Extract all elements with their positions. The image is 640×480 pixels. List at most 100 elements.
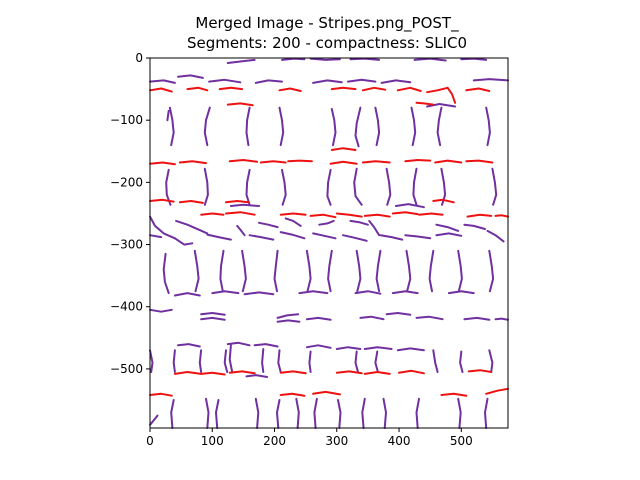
- boundary-line-purple: [460, 57, 488, 61]
- boundary-line-purple: [491, 167, 498, 206]
- boundary-line-purple: [327, 249, 333, 293]
- boundary-line-purple: [432, 349, 439, 373]
- boundary-line-purple: [354, 350, 359, 373]
- boundary-line-purple: [349, 219, 369, 226]
- boundary-line-purple: [208, 78, 242, 84]
- boundary-line-purple: [295, 397, 300, 429]
- boundary-line-purple: [200, 316, 226, 321]
- boundary-line-purple: [359, 315, 385, 321]
- boundary-line-purple: [486, 229, 505, 243]
- y-tick-label: −300: [110, 238, 143, 252]
- boundary-line-purple: [253, 343, 279, 348]
- y-tick-label: −500: [110, 362, 143, 376]
- boundary-line-purple: [162, 252, 170, 295]
- boundary-line-purple: [385, 167, 392, 206]
- boundary-line-purple: [200, 312, 226, 316]
- boundary-line-purple: [488, 249, 495, 293]
- boundary-line-purple: [254, 79, 283, 84]
- boundary-line-red: [434, 159, 463, 164]
- boundary-line-purple: [276, 399, 281, 429]
- boundary-line-red: [287, 159, 313, 163]
- boundary-line-purple: [313, 397, 318, 429]
- boundary-line-purple: [361, 397, 366, 429]
- boundary-line-purple: [166, 109, 170, 122]
- boundary-line-purple: [172, 349, 176, 373]
- boundary-line-red: [149, 198, 175, 203]
- boundary-line-purple: [394, 203, 425, 209]
- boundary-line-red: [465, 87, 491, 92]
- boundary-line-red: [149, 87, 173, 93]
- boundary-line-purple: [223, 349, 229, 373]
- boundary-line-purple: [203, 167, 209, 206]
- boundary-line-red: [279, 392, 306, 397]
- boundary-line-purple: [305, 316, 332, 321]
- boundary-line-red: [363, 213, 391, 218]
- boundary-line-purple: [312, 79, 343, 84]
- boundary-line-red: [173, 371, 203, 375]
- boundary-line-red: [398, 369, 425, 375]
- boundary-line-purple: [245, 106, 251, 147]
- boundary-line-red: [391, 211, 419, 216]
- boundary-line-purple: [396, 347, 425, 352]
- boundary-line-purple: [426, 103, 457, 108]
- boundary-line-red: [466, 213, 493, 218]
- boundary-line-purple: [410, 106, 417, 147]
- boundary-line-red: [259, 160, 287, 164]
- boundary-line-purple: [149, 79, 176, 84]
- boundary-line-purple: [463, 316, 491, 321]
- boundary-line-red: [228, 159, 259, 163]
- boundary-line-red: [278, 87, 302, 92]
- boundary-line-purple: [276, 319, 301, 323]
- boundary-line-purple: [305, 249, 312, 293]
- boundary-line-red: [418, 212, 444, 216]
- boundary-line-red: [225, 200, 250, 204]
- boundary-line-purple: [279, 231, 306, 240]
- boundary-line-purple: [363, 346, 393, 350]
- boundary-line-red: [440, 392, 468, 397]
- x-tick-label: 500: [450, 434, 473, 448]
- boundary-line-purple: [305, 344, 332, 349]
- boundary-line-purple: [330, 108, 337, 147]
- boundary-line-purple: [228, 344, 234, 373]
- segment-boundaries: [149, 57, 509, 429]
- axes: 0 100 200 300 400 500 0 −100 −200 −300 −400 −500: [110, 51, 509, 448]
- boundary-line-purple: [243, 291, 275, 296]
- boundary-line-purple: [354, 290, 382, 295]
- boundary-line-purple: [203, 106, 211, 147]
- boundary-line-red: [279, 370, 307, 375]
- boundary-line-red: [178, 200, 204, 204]
- boundary-line-red: [432, 198, 455, 204]
- boundary-line-red: [446, 86, 457, 104]
- boundary-line-purple: [380, 79, 412, 84]
- chart-title-line2: Segments: 200 - compactness: SLIC0: [187, 34, 467, 52]
- boundary-line-purple: [226, 58, 256, 64]
- boundary-line-red: [279, 212, 307, 216]
- boundary-line-purple: [175, 219, 209, 235]
- boundary-line-red: [396, 86, 422, 92]
- boundary-line-purple: [413, 57, 447, 62]
- boundary-line-purple: [273, 249, 279, 293]
- x-tick-label: 0: [146, 434, 154, 448]
- boundary-line-purple: [485, 106, 491, 147]
- boundary-line-purple: [412, 167, 418, 206]
- boundary-line-purple: [149, 215, 176, 240]
- y-tick-label: 0: [135, 51, 143, 65]
- boundary-line-purple: [374, 106, 381, 147]
- boundary-line-purple: [278, 106, 285, 147]
- boundary-line-purple: [404, 234, 432, 240]
- boundary-line-purple: [484, 397, 489, 429]
- boundary-line-red: [149, 392, 173, 397]
- boundary-line-red: [200, 371, 226, 376]
- boundary-line-purple: [415, 315, 444, 321]
- boundary-line-purple: [277, 349, 282, 373]
- boundary-line-red: [200, 212, 225, 216]
- boundary-line-red: [404, 159, 432, 163]
- boundary-line-purple: [258, 221, 279, 229]
- boundary-line-purple: [281, 57, 306, 61]
- boundary-line-red: [309, 213, 337, 219]
- boundary-line-purple: [276, 313, 300, 319]
- boundary-line-purple: [375, 249, 382, 293]
- boundary-line-purple: [206, 233, 232, 241]
- y-tick-label: −400: [110, 300, 143, 314]
- boundary-line-purple: [463, 223, 486, 230]
